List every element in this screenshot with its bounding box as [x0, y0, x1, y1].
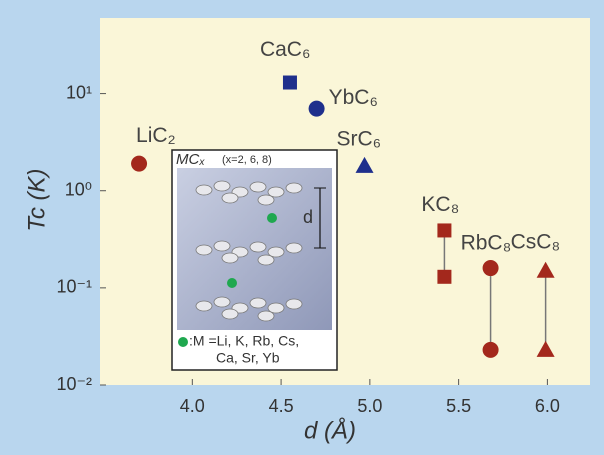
point-label: LiC₂ [136, 124, 176, 147]
x-tick-label: 4.0 [180, 396, 205, 416]
point [308, 100, 325, 117]
graphite-layers [195, 180, 303, 322]
point [437, 269, 452, 284]
y-tick-label: 10⁻² [56, 374, 92, 394]
y-tick-label: 10¹ [66, 82, 92, 102]
y-tick-label: 10⁻¹ [56, 277, 92, 297]
point [482, 341, 499, 358]
legend-atom [178, 337, 188, 347]
x-axis-label: d (Å) [304, 416, 356, 444]
point [536, 340, 555, 357]
point [282, 75, 297, 90]
x-tick-label: 4.5 [269, 396, 294, 416]
y-tick-label: 10⁰ [65, 179, 92, 199]
point-label: CaC₆ [260, 38, 310, 61]
inset-subtitle: (x=2, 6, 8) [222, 154, 272, 166]
point [355, 156, 374, 173]
point [131, 155, 148, 172]
y-axis-label: Tc (K) [23, 168, 50, 231]
point-label: SrC₆ [337, 127, 382, 150]
inset-title: MCₓ [176, 151, 205, 168]
point-label: YbC₆ [329, 86, 378, 109]
inset: d MCₓ (x=2, 6, 8) :M =Li, K, Rb, Cs, Ca,… [171, 149, 338, 371]
point-label: KC₈ [421, 193, 459, 216]
inset-d-label: d [303, 207, 313, 227]
point-label: CsC₈ [511, 230, 561, 253]
point [482, 260, 499, 277]
inset-legend: :M =Li, K, Rb, Cs, [189, 333, 299, 349]
point-label: RbC₈ [461, 232, 512, 255]
x-tick-label: 5.0 [357, 396, 382, 416]
inset-legend: Ca, Sr, Yb [216, 350, 280, 366]
intercalant-atom [267, 213, 277, 223]
x-tick-label: 6.0 [535, 396, 560, 416]
x-tick-label: 5.5 [446, 396, 471, 416]
point [536, 261, 555, 278]
intercalant-atom [227, 278, 237, 288]
point [437, 223, 452, 238]
